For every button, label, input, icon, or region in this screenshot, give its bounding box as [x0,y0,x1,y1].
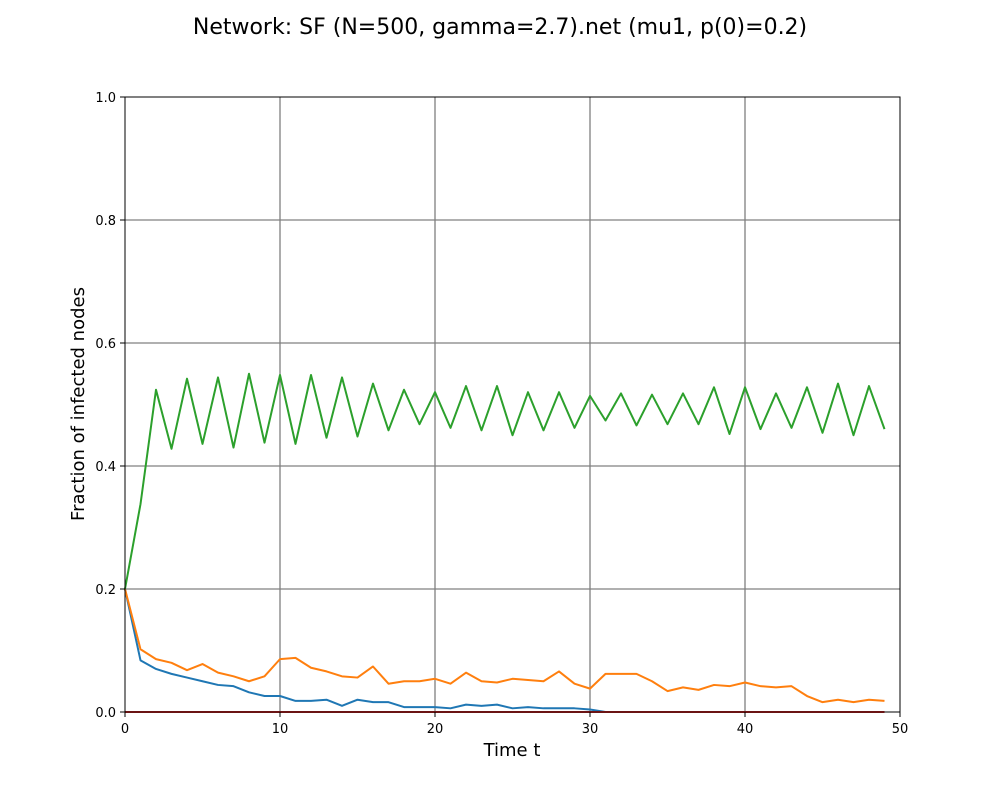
y-axis-label: Fraction of infected nodes [68,287,89,521]
plot-frame [124,96,901,713]
y-tick-label-3: 0.6 [95,337,116,352]
x-tick-label-5: 50 [892,722,909,737]
chart-title: Network: SF (N=500, gamma=2.7).net (mu1,… [193,15,807,40]
series-lines [124,372,886,713]
series-line-0 [124,588,885,713]
axis-ticks: 0 10 20 30 40 50 0.0 0.2 0.4 0.6 0.8 1.0 [95,91,908,737]
series-line-1 [124,588,885,704]
x-tick-label-2: 20 [427,722,444,737]
series-line-2 [124,372,886,590]
y-tick-label-2: 0.4 [95,460,116,475]
y-tick-label-4: 0.8 [95,214,116,229]
x-tick-label-1: 10 [272,722,289,737]
x-axis-label: Time t [483,740,541,761]
x-tick-label-4: 40 [737,722,754,737]
y-tick-label-5: 1.0 [95,91,116,106]
y-tick-label-1: 0.2 [95,583,116,598]
y-tick-label-0: 0.0 [95,706,116,721]
x-tick-label-3: 30 [582,722,599,737]
x-tick-label-0: 0 [121,722,129,737]
grid-lines [125,97,900,712]
